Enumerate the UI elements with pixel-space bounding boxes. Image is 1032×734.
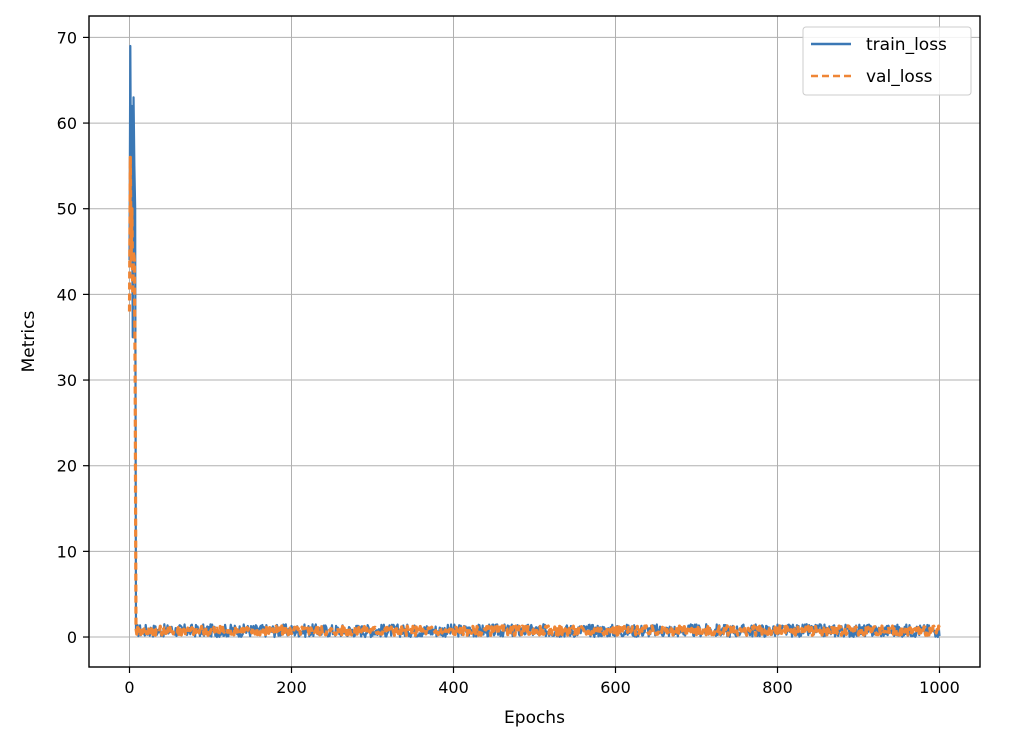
series-layer [127,44,941,639]
y-tick-label: 0 [67,628,77,647]
y-tick-label: 10 [57,542,77,561]
legend-label-train-loss: train_loss [866,35,947,55]
series-val-loss [127,155,941,637]
plot-frame [88,15,981,668]
legend-label-val-loss: val_loss [866,67,933,87]
y-tick-label: 70 [57,28,77,47]
x-axis-label: Epochs [504,708,565,728]
y-tick-label: 50 [57,200,77,219]
x-tick-label: 1000 [919,678,960,697]
y-tick-label: 30 [57,371,77,390]
x-tick-label: 600 [600,678,631,697]
legend: train_loss val_loss [802,26,972,96]
x-tick-label: 0 [124,678,134,697]
x-tick-label: 200 [276,678,307,697]
x-tick-label: 400 [438,678,469,697]
ticks: 0 200 400 600 800 1000 0 10 20 30 40 50 60 70 [57,28,960,697]
y-axis-label: Metrics [19,311,39,373]
y-tick-label: 20 [57,457,77,476]
series-line-val-loss [127,155,941,637]
y-tick-label: 40 [57,285,77,304]
x-tick-label: 800 [762,678,793,697]
y-tick-label: 60 [57,114,77,133]
